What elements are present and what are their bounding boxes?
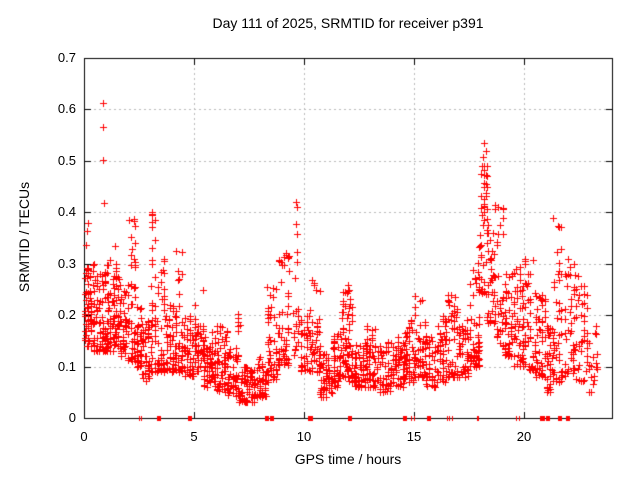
x-axis-label: GPS time / hours bbox=[294, 451, 402, 467]
chart-title: Day 111 of 2025, SRMTID for receiver p39… bbox=[212, 15, 484, 31]
y-axis-label: SRMTID / TECUs bbox=[16, 181, 32, 293]
y-tick-label: 0 bbox=[68, 410, 76, 425]
y-tick-label: 0.1 bbox=[57, 359, 76, 374]
x-tick-label: 5 bbox=[190, 429, 198, 444]
y-tick-label: 0.5 bbox=[57, 153, 76, 168]
x-tick-label: 0 bbox=[80, 429, 88, 444]
y-tick-label: 0.3 bbox=[57, 256, 76, 271]
y-tick-label: 0.2 bbox=[57, 307, 76, 322]
y-tick-label: 0.7 bbox=[57, 50, 76, 65]
x-tick-label: 15 bbox=[406, 429, 422, 444]
x-tick-label: 20 bbox=[516, 429, 532, 444]
y-tick-label: 0.4 bbox=[57, 204, 76, 219]
y-tick-label: 0.6 bbox=[57, 101, 76, 116]
x-tick-label: 10 bbox=[296, 429, 312, 444]
